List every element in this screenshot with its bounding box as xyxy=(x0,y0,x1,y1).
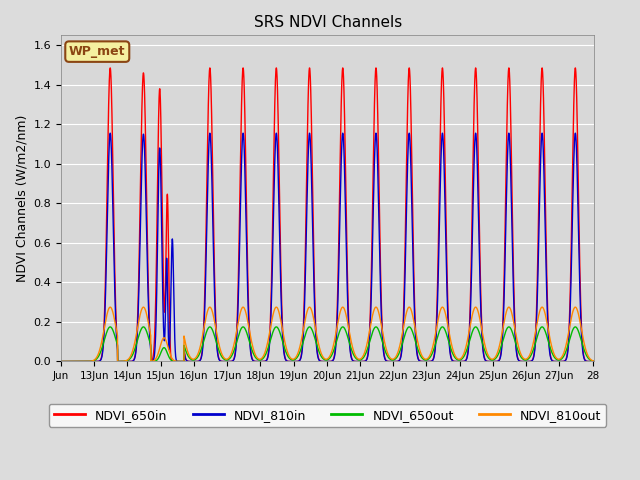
NDVI_650in xyxy=(591,359,598,364)
NDVI_810in xyxy=(60,359,67,364)
NDVI_650in xyxy=(89,359,97,364)
NDVI_810out xyxy=(89,358,97,363)
Line: NDVI_810in: NDVI_810in xyxy=(61,133,595,361)
Legend: NDVI_650in, NDVI_810in, NDVI_650out, NDVI_810out: NDVI_650in, NDVI_810in, NDVI_650out, NDV… xyxy=(49,404,606,427)
NDVI_810in xyxy=(79,359,87,364)
NDVI_650out xyxy=(79,359,87,364)
NDVI_810in xyxy=(57,359,65,364)
NDVI_650out xyxy=(206,324,214,330)
NDVI_810out xyxy=(60,359,67,364)
NDVI_810out xyxy=(57,359,65,364)
NDVI_810out xyxy=(162,336,170,342)
NDVI_650in xyxy=(162,280,170,286)
NDVI_810out xyxy=(79,359,87,364)
Y-axis label: NDVI Channels (W/m2/nm): NDVI Channels (W/m2/nm) xyxy=(15,115,28,282)
NDVI_810in xyxy=(89,359,97,364)
Line: NDVI_650out: NDVI_650out xyxy=(61,327,595,361)
NDVI_650in xyxy=(562,356,570,362)
NDVI_810out xyxy=(562,342,570,348)
NDVI_810in xyxy=(562,357,570,362)
Text: WP_met: WP_met xyxy=(69,45,125,58)
NDVI_650out xyxy=(591,359,598,364)
NDVI_810in xyxy=(318,359,326,364)
NDVI_650out xyxy=(162,346,170,352)
NDVI_650out xyxy=(60,359,67,364)
NDVI_810in xyxy=(591,359,598,364)
NDVI_650out xyxy=(562,348,570,354)
NDVI_650out xyxy=(57,359,65,364)
NDVI_810out xyxy=(318,352,326,358)
NDVI_650in xyxy=(318,359,326,364)
NDVI_650in xyxy=(206,65,214,71)
NDVI_810in xyxy=(162,301,170,307)
NDVI_650out xyxy=(89,358,97,364)
NDVI_810out xyxy=(140,304,147,310)
Title: SRS NDVI Channels: SRS NDVI Channels xyxy=(253,15,402,30)
NDVI_650in xyxy=(79,359,87,364)
Line: NDVI_650in: NDVI_650in xyxy=(61,68,595,361)
NDVI_650in xyxy=(60,359,67,364)
NDVI_650out xyxy=(318,354,326,360)
NDVI_810in xyxy=(206,130,214,136)
NDVI_810out xyxy=(591,358,598,364)
Line: NDVI_810out: NDVI_810out xyxy=(61,307,595,361)
NDVI_650in xyxy=(57,359,65,364)
